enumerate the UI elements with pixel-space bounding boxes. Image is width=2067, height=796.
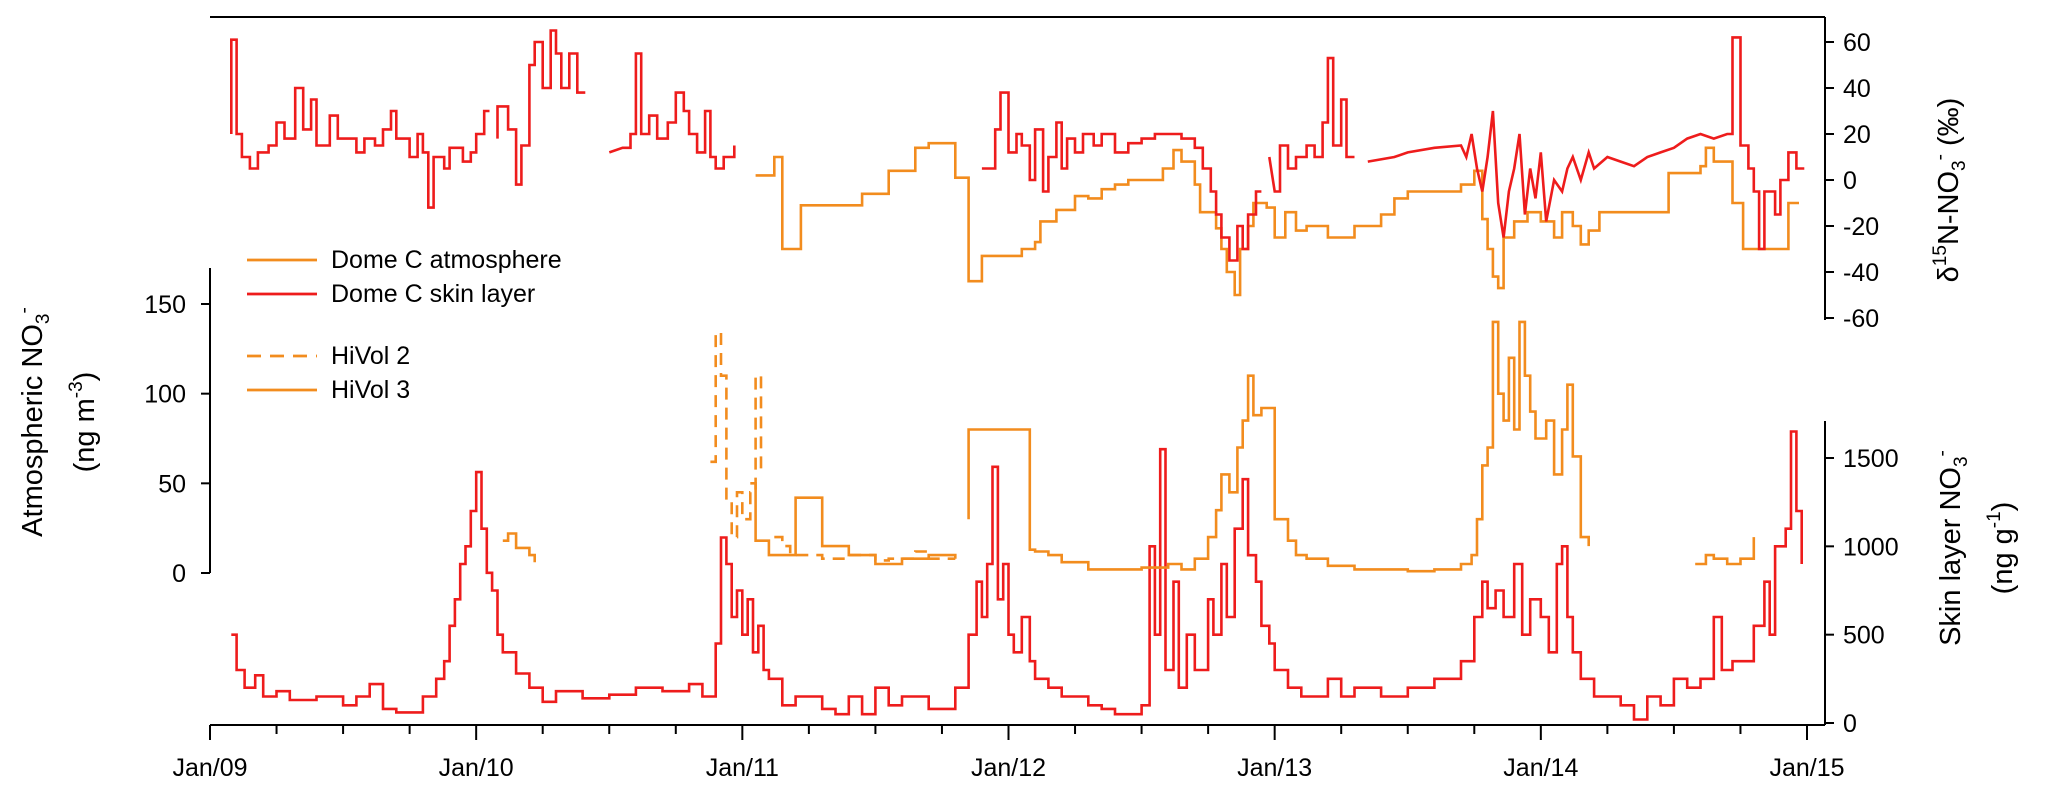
skin-y-axis-label-line1: Skin layer NO3- [1932,450,1972,646]
label-sup: -1 [1984,511,2005,528]
label-sub: 3 [33,314,54,325]
top-right-tick-label: 60 [1843,29,1871,57]
label-part: N-NO [1933,171,1965,245]
top-right-tick-label: -60 [1843,305,1879,333]
top-right-tick-label: -40 [1843,259,1879,287]
skin-right-tick-label: 500 [1843,622,1885,650]
x-tick-label: Jan/11 [706,754,779,782]
skin-d15n-series-line [1268,56,1355,193]
top-right-tick-label: -20 [1843,213,1879,241]
label-part: Skin layer NO [1935,467,1967,646]
skin-right-tick-label: 1000 [1843,533,1899,561]
hivol3-series-line [1695,537,1756,566]
label-part: δ [1933,266,1965,282]
label-sub: 3 [1949,160,1970,171]
x-tick-label: Jan/10 [439,754,514,782]
label-layer: 6040200-20-40-60150100500150010005000Jan… [14,29,2019,782]
skin-y-axis-label-line2: (ng g-1) [1984,502,2019,595]
atmosphere-d15n-series-line [755,141,1799,297]
hivol3-series-line [502,532,536,563]
label-part: ) [1987,502,2019,512]
skin-d15n-series-line [230,38,490,209]
x-tick-label: Jan/15 [1769,754,1844,782]
label-sup: - [1932,450,1953,456]
skin-series-line [231,430,1803,721]
skin-d15n-series-line [981,91,1262,262]
label-part: ) [69,372,101,382]
series-layer [230,29,1805,721]
x-tick-label: Jan/14 [1503,754,1578,782]
legend-layer: Dome C atmosphere Dome C skin layer HiVol … [247,246,562,404]
legend-label: HiVol 2 [331,342,410,370]
x-tick-label: Jan/12 [971,754,1046,782]
skin-d15n-series-line [1367,36,1805,251]
top-right-tick-label: 20 [1843,121,1871,149]
label-sub: 3 [1951,456,1972,467]
atm-y-axis-label-line1: Atmospheric NO3- [14,307,54,537]
skin-d15n-series-line [608,52,736,170]
label-part: (‰) [1933,98,1965,154]
label-part: Atmospheric NO [17,324,49,537]
axes-group [201,16,1834,740]
hivol3-series-line [750,482,957,566]
top-right-tick-label: 40 [1843,75,1871,103]
atm-y-axis-label-line2: (ng m-3) [66,372,101,473]
legend-label: Dome C atmosphere [331,246,562,274]
skin-right-tick-label: 1500 [1843,445,1899,473]
label-sup: - [14,307,35,313]
atm-left-tick-label: 100 [144,381,186,409]
skin-d15n-series-line [496,29,586,186]
atm-left-tick-label: 0 [172,560,186,588]
label-part: (ng m [69,398,101,472]
x-tick-label: Jan/13 [1237,754,1312,782]
skin-right-tick-label: 0 [1843,710,1857,738]
legend-label: HiVol 3 [331,376,410,404]
atm-left-tick-label: 150 [144,291,186,319]
legend-label: Dome C skin layer [331,280,535,308]
label-sup: -3 [66,381,87,398]
x-tick-label: Jan/09 [172,754,247,782]
top-y-axis-label: δ15N-NO3- (‰) [1930,98,1970,283]
atm-left-tick-label: 50 [158,470,186,498]
label-part: (ng g [1987,528,2019,594]
label-sup: - [1930,154,1951,160]
hivol3-series-line [967,320,1590,573]
hivol2-series-line [710,331,763,539]
top-right-tick-label: 0 [1843,167,1857,195]
label-sup: 15 [1930,245,1951,266]
hivol2-series-line [774,535,956,562]
